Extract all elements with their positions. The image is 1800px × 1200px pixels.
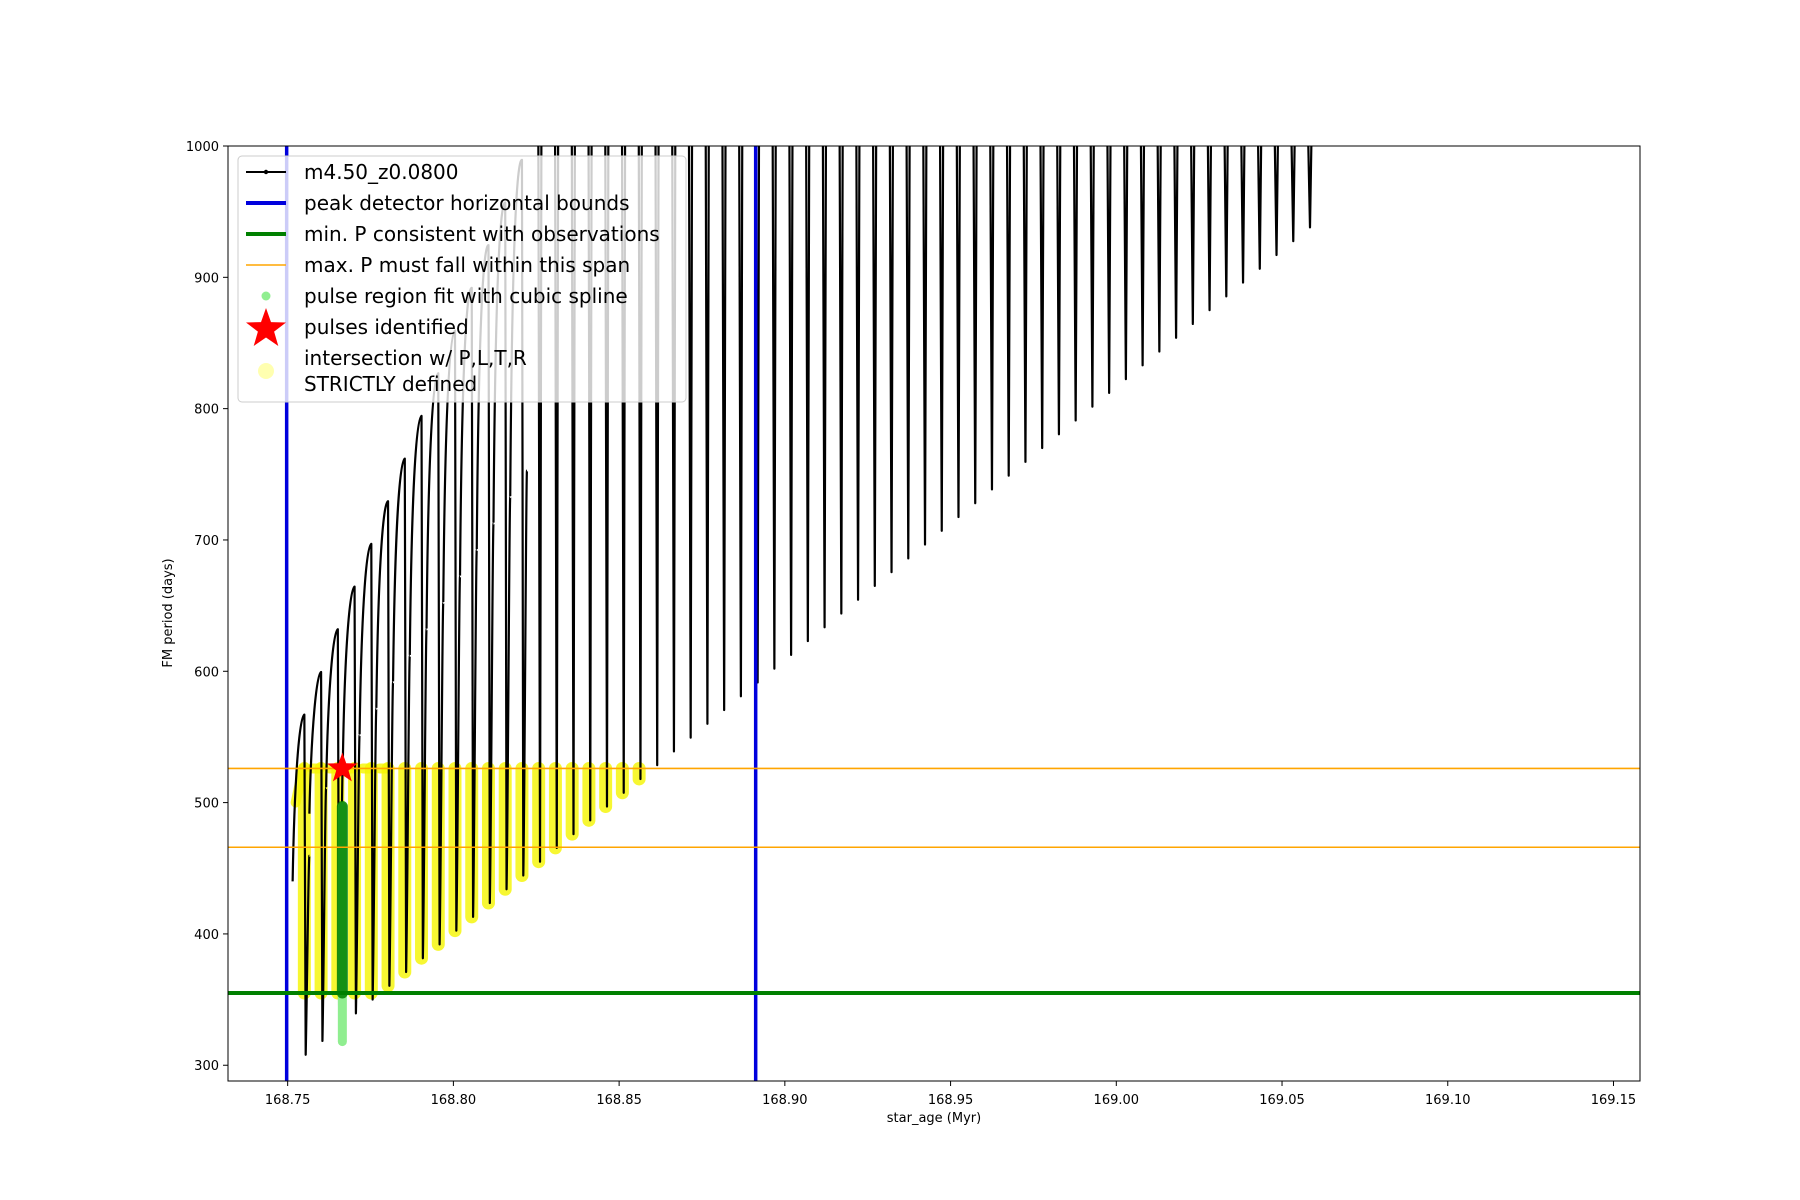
track-pulse [704, 146, 710, 725]
x-tick-label: 169.05 [1259, 1093, 1305, 1108]
x-tick-label: 168.95 [928, 1093, 974, 1108]
track-pulse [872, 146, 878, 588]
track-pulse [1005, 146, 1012, 477]
y-tick-label: 400 [194, 928, 219, 943]
track-pulse [955, 146, 961, 519]
track-pulse [838, 146, 844, 615]
track-pulse [788, 146, 794, 656]
x-tick-label: 168.80 [431, 1093, 477, 1108]
y-axis-label: FM period (days) [161, 558, 176, 667]
x-axis-label: star_age (Myr) [887, 1111, 981, 1126]
legend-label: pulse region fit with cubic spline [304, 284, 628, 308]
track-pulse [1206, 146, 1213, 312]
x-tick-label: 168.90 [762, 1093, 808, 1108]
legend-handle-bigdot [258, 363, 274, 379]
legend-label: min. P consistent with observations [304, 222, 660, 246]
track-pulse [1156, 146, 1162, 353]
track-pulse [1106, 146, 1112, 394]
legend-handle-track-dot [263, 169, 269, 175]
track-pulse [805, 146, 811, 643]
legend-handle-dot [261, 291, 271, 301]
y-tick-label: 500 [194, 797, 219, 812]
track-pulse [738, 146, 744, 698]
track-pulse [989, 146, 995, 491]
track-pulse [1089, 146, 1095, 408]
track-pulse [687, 146, 694, 739]
legend-label: peak detector horizontal bounds [304, 191, 630, 215]
track-pulse [1022, 146, 1028, 463]
track-pulse [972, 146, 978, 505]
track-pulse [1173, 146, 1179, 339]
track-pulse [905, 146, 911, 560]
legend-box [237, 155, 687, 403]
track-pulse [308, 670, 328, 1043]
y-tick-label: 600 [194, 665, 219, 680]
plot-area [228, 146, 1640, 1081]
track-pulse [922, 146, 928, 546]
x-axis: 168.75 168.80 168.85 168.90 168.95 169.00 169.… [265, 1081, 1636, 1108]
track-pulse [1307, 146, 1313, 229]
intersection-mark [290, 763, 309, 808]
track-pulse [888, 146, 894, 574]
track-pulse [408, 414, 428, 960]
pulse-identified-star [327, 752, 358, 782]
x-tick-label: 168.85 [596, 1093, 642, 1108]
track-pulse [391, 457, 411, 974]
track-pulse [375, 500, 395, 987]
y-tick-label: 900 [194, 271, 219, 286]
y-tick-label: 800 [194, 403, 219, 418]
track-pulse [1290, 146, 1296, 243]
x-tick-label: 168.75 [265, 1093, 311, 1108]
track-pulse [938, 146, 945, 532]
y-tick-label: 1000 [186, 140, 219, 155]
track-pulse [1056, 146, 1062, 436]
track-pulse [1257, 146, 1263, 270]
legend-label: STRICTLY defined [304, 372, 477, 396]
track-pulse [1240, 146, 1246, 284]
y-tick-label: 700 [194, 534, 219, 549]
legend-label: m4.50_z0.0800 [304, 160, 459, 184]
track-pulse [1123, 146, 1129, 381]
track-pulse [1223, 146, 1229, 298]
track-pulse [341, 585, 361, 1015]
track-pulse [425, 372, 445, 946]
track-pulse [1072, 146, 1079, 422]
legend-label: intersection w/ P,L,T,R [304, 346, 527, 370]
plot-frame [227, 145, 1641, 1082]
legend-handle-star [246, 308, 286, 346]
x-tick-label: 169.10 [1425, 1093, 1471, 1108]
track-pulse [1039, 146, 1045, 450]
track-pulse [821, 146, 828, 629]
y-axis: 300 400 500 600 700 800 900 1000 [186, 140, 228, 1074]
x-tick-label: 169.15 [1591, 1093, 1637, 1108]
legend-label: pulses identified [304, 315, 469, 339]
legend-label: max. P must fall within this span [304, 253, 630, 277]
track-pulse [1273, 146, 1279, 257]
track-pulse [442, 329, 462, 932]
track-pulse [721, 146, 727, 712]
track-pulse [771, 146, 777, 670]
track-pulse [1139, 146, 1146, 367]
y-tick-label: 300 [194, 1059, 219, 1074]
track-pulse [855, 146, 861, 601]
track-pulse [291, 713, 311, 1056]
x-tick-label: 169.00 [1094, 1093, 1140, 1108]
track-pulse [1190, 146, 1196, 326]
